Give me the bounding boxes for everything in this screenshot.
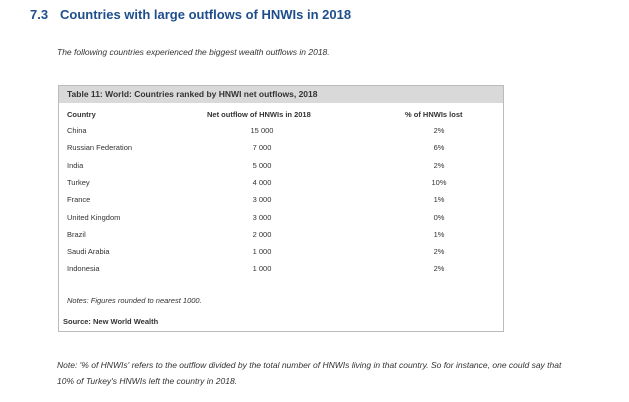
table-cell: France	[67, 195, 91, 205]
footnote: Note: '% of HNWIs' refers to the outflow…	[57, 360, 562, 386]
table-cell: 0%	[433, 212, 445, 222]
table-cell: Brazil	[67, 229, 86, 239]
table-cell: 3 000	[252, 212, 272, 222]
table-cell: 2%	[433, 247, 445, 257]
table-cell: India	[67, 160, 84, 170]
table-caption: Table 11: World: Countries ranked by HNW…	[59, 86, 503, 103]
table-cell: China	[67, 126, 87, 135]
table-cell: Indonesia	[67, 264, 100, 274]
table: Table 11: World: Countries ranked by HNW…	[58, 85, 504, 332]
column-header: Country	[67, 110, 96, 119]
table-cell: Turkey	[67, 177, 90, 187]
table-cell: 5 000	[252, 160, 272, 170]
table-cell: 4 000	[252, 177, 272, 187]
table-cell: 10%	[431, 177, 447, 187]
table-cell: 2 000	[252, 229, 272, 239]
column-header: Net outflow of HNWIs in 2018	[207, 110, 311, 119]
intro: The following countries experienced the …	[57, 47, 330, 57]
table-cell: 3 000	[252, 195, 272, 205]
table-notes: Notes: Figures rounded to nearest 1000.	[67, 296, 202, 305]
table-cell: 1 000	[252, 264, 272, 274]
table-cell: 2%	[433, 126, 445, 135]
table-source: Source: New World Wealth	[63, 317, 159, 326]
table-cell: 1 000	[252, 247, 272, 257]
table-cell: 1%	[433, 229, 445, 239]
table-cell: 15 000	[250, 126, 274, 135]
table-cell: 2%	[433, 160, 445, 170]
column-header: % of HNWIs lost	[405, 110, 463, 119]
table-cell: Russian Federation	[67, 143, 133, 153]
section-number: 7.3	[30, 7, 49, 22]
table-cell: 6%	[433, 143, 445, 153]
section-title: Countries with large outflows of HNWIs i…	[60, 7, 352, 22]
table-cell: United Kingdom	[67, 212, 121, 222]
table-cell: 1%	[433, 195, 445, 205]
table-cell: 2%	[433, 264, 445, 274]
table-cell: 7 000	[252, 143, 272, 153]
table-cell: Saudi Arabia	[67, 247, 110, 257]
